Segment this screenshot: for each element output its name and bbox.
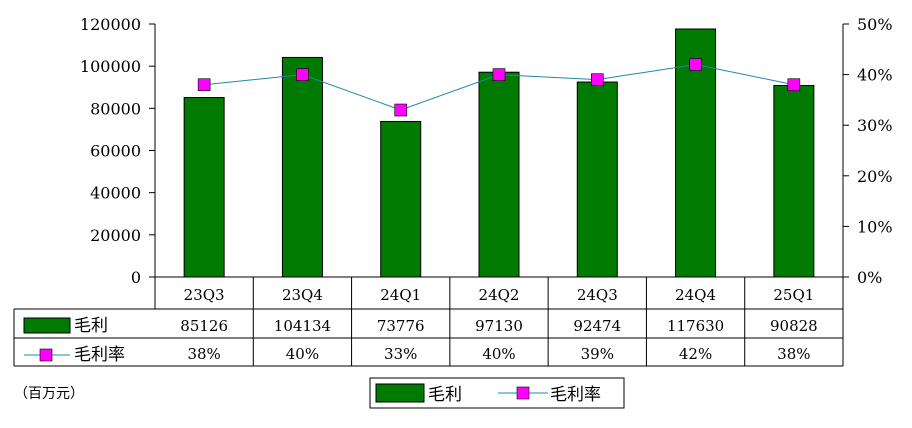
- line-marker: [787, 78, 801, 92]
- x-tick-label: 24Q3: [577, 286, 618, 304]
- y-tick-label: 0: [131, 268, 141, 287]
- bar: [380, 120, 422, 278]
- y2-tick-label: 50%: [857, 15, 893, 34]
- y2-tick-label: 0%: [857, 268, 882, 287]
- line-marker: [689, 58, 702, 71]
- x-tick-label: 23Q3: [184, 286, 225, 304]
- bar: [773, 85, 815, 278]
- data-label-margin: 40%: [286, 345, 319, 363]
- axes: 0 20000 40000 60000 80000 100000 120000 0% 10% 20…: [80, 15, 893, 309]
- bar: [183, 97, 225, 278]
- row-header-gross-profit: 毛利: [74, 316, 108, 336]
- data-label-gross-profit: 117630: [667, 317, 724, 335]
- x-tick-label: 23Q4: [282, 286, 323, 304]
- y2-tick-label: 10%: [857, 217, 893, 236]
- y2-tick-label: 40%: [857, 66, 893, 85]
- legend-label-gross-profit: 毛利: [428, 385, 462, 405]
- data-label-margin: 39%: [581, 345, 614, 363]
- y-tick-label: 80000: [90, 99, 141, 118]
- unit-label: （百万元）: [14, 386, 84, 402]
- y-tick-label: 20000: [90, 226, 141, 245]
- data-label-gross-profit: 73776: [377, 317, 425, 335]
- bar: [281, 56, 323, 278]
- y-tick-label: 40000: [90, 184, 141, 203]
- data-label-gross-profit: 104134: [274, 317, 331, 335]
- y2-tick-label: 30%: [857, 116, 893, 135]
- data-label-margin: 38%: [777, 345, 810, 363]
- row-header-margin: 毛利率: [74, 345, 125, 365]
- data-label-margin: 42%: [679, 345, 712, 363]
- y-tick-label: 120000: [80, 15, 141, 34]
- legend: 毛利 毛利率: [369, 377, 625, 409]
- data-label-margin: 40%: [482, 345, 515, 363]
- data-label-margin: 38%: [187, 345, 220, 363]
- line-marker: [590, 73, 604, 86]
- data-label-gross-profit: 97130: [475, 317, 523, 335]
- bar-series: [183, 28, 815, 278]
- y-tick-label: 60000: [90, 142, 141, 161]
- data-label-margin: 33%: [384, 345, 417, 363]
- bar: [576, 81, 618, 278]
- line-marker: [197, 78, 211, 92]
- line-marker: [296, 68, 309, 81]
- x-tick-label: 25Q1: [773, 286, 814, 304]
- legend-bar-swatch: [375, 383, 425, 403]
- data-label-gross-profit: 92474: [573, 317, 621, 335]
- legend-label-margin: 毛利率: [550, 385, 601, 405]
- data-label-gross-profit: 85126: [180, 317, 228, 335]
- x-tick-label: 24Q1: [380, 286, 421, 304]
- y2-tick-label: 20%: [857, 167, 893, 186]
- data-label-gross-profit: 90828: [770, 317, 818, 335]
- line-marker: [492, 68, 506, 81]
- row-key-bar: [23, 317, 71, 334]
- x-tick-label: 24Q4: [675, 286, 716, 304]
- y-tick-label: 100000: [80, 57, 141, 76]
- row-key-marker: [39, 348, 53, 362]
- line-marker: [394, 103, 408, 117]
- data-table: 23Q3 23Q4 24Q1 24Q2 24Q3 24Q4 25Q1 85126 104134 7…: [13, 276, 844, 367]
- bar: [478, 71, 520, 278]
- x-tick-label: 24Q2: [479, 286, 520, 304]
- legend-marker-swatch: [516, 386, 530, 400]
- line-series: [197, 58, 801, 117]
